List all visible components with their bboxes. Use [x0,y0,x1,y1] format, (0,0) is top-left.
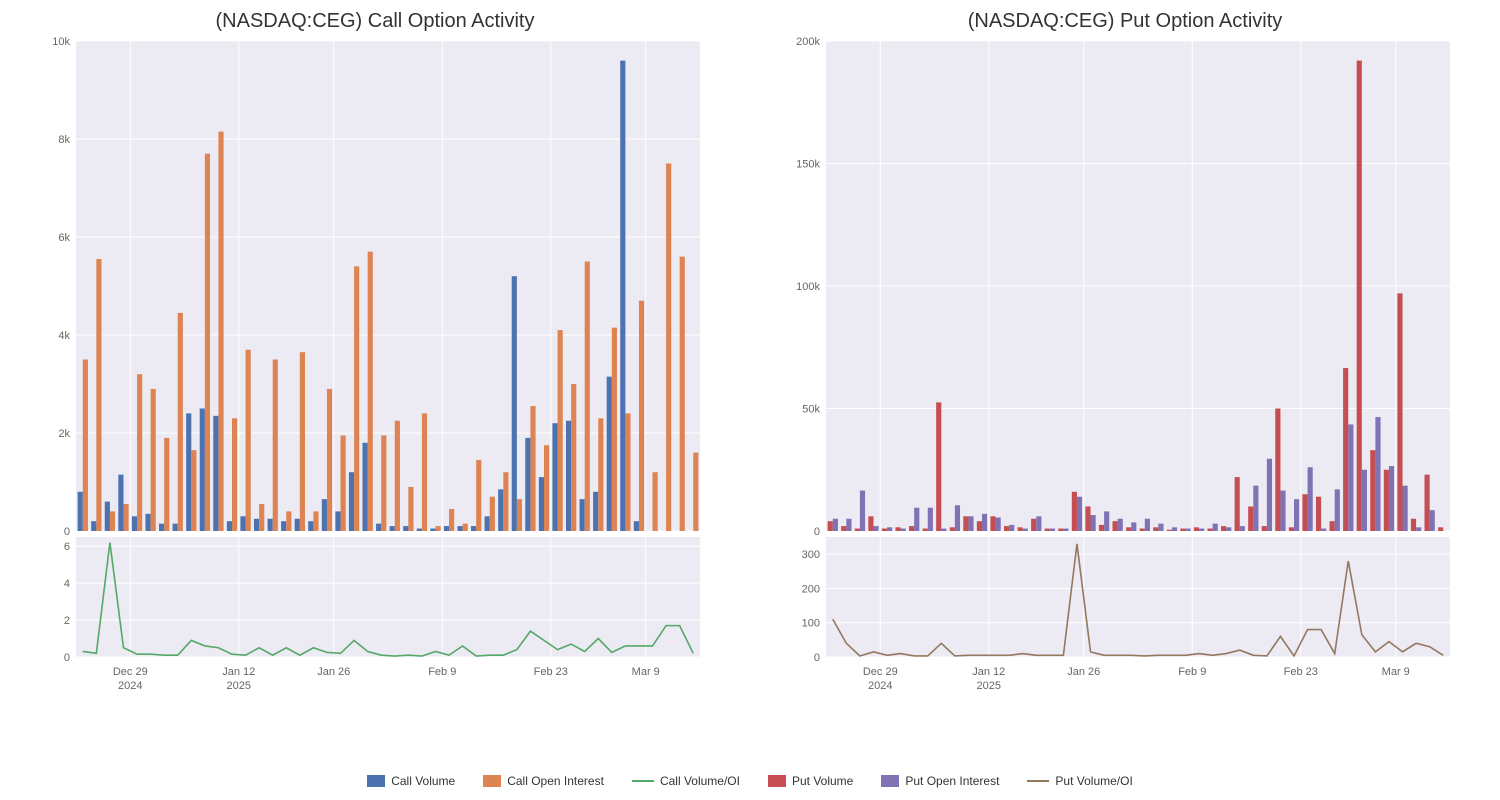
svg-text:Feb 23: Feb 23 [534,666,568,678]
svg-text:6k: 6k [58,232,70,244]
put-chart: 0 50k 100k 150k 200k 0 100 200 300 Dec 29 2024 Jan … [770,37,1460,727]
svg-text:Jan 26: Jan 26 [317,666,350,678]
svg-text:Dec 29: Dec 29 [113,666,148,678]
legend-swatch-rect [483,775,501,787]
legend-swatch-rect [367,775,385,787]
svg-text:4k: 4k [58,330,70,342]
svg-text:100k: 100k [796,281,820,293]
svg-text:50k: 50k [802,404,820,416]
legend-label: Put Volume/OI [1055,774,1132,788]
svg-text:2k: 2k [58,428,70,440]
svg-text:Jan 12: Jan 12 [222,666,255,678]
svg-text:2: 2 [64,615,70,627]
call-title: (NASDAQ:CEG) Call Option Activity [20,10,730,33]
svg-text:150k: 150k [796,159,820,171]
svg-text:300: 300 [802,549,820,561]
put-panel: (NASDAQ:CEG) Put Option Activity 0 50k 100… [770,10,1480,764]
legend-label: Put Volume [792,774,853,788]
svg-text:200k: 200k [796,37,820,48]
legend-item: Put Volume/OI [1027,774,1132,788]
legend-label: Put Open Interest [905,774,999,788]
call-panel: (NASDAQ:CEG) Call Option Activity 0 2k 4k 6… [20,10,730,764]
legend-item: Call Open Interest [483,774,604,788]
svg-text:2024: 2024 [868,680,892,692]
svg-text:Feb 23: Feb 23 [1284,666,1318,678]
legend-swatch-line [1027,780,1049,782]
svg-text:0: 0 [64,652,70,664]
svg-text:Jan 26: Jan 26 [1067,666,1100,678]
svg-text:2025: 2025 [227,680,251,692]
svg-text:Mar 9: Mar 9 [632,666,660,678]
legend-item: Put Open Interest [881,774,999,788]
legend-swatch-rect [881,775,899,787]
dashboard: (NASDAQ:CEG) Call Option Activity 0 2k 4k 6… [0,0,1500,800]
svg-text:4: 4 [64,578,70,590]
legend: Call Volume Call Open Interest Call Volume… [0,764,1500,800]
svg-text:Feb 9: Feb 9 [1178,666,1206,678]
legend-label: Call Volume [391,774,455,788]
legend-swatch-rect [768,775,786,787]
svg-text:Jan 12: Jan 12 [972,666,1005,678]
call-chart: 0 2k 4k 6k 8k 10k 0 2 4 6 Dec 29 2024 Jan 12 2025 Jan … [20,37,710,727]
put-title: (NASDAQ:CEG) Put Option Activity [770,10,1480,33]
legend-label: Call Volume/OI [660,774,740,788]
svg-text:8k: 8k [58,134,70,146]
svg-text:6: 6 [64,541,70,553]
legend-item: Call Volume/OI [632,774,740,788]
svg-text:100: 100 [802,618,820,630]
svg-text:Feb 9: Feb 9 [428,666,456,678]
svg-text:0: 0 [64,526,70,538]
svg-text:2024: 2024 [118,680,142,692]
svg-text:Dec 29: Dec 29 [863,666,898,678]
svg-text:0: 0 [814,526,820,538]
svg-text:Mar 9: Mar 9 [1382,666,1410,678]
legend-label: Call Open Interest [507,774,604,788]
legend-swatch-line [632,780,654,782]
svg-text:10k: 10k [52,37,70,48]
charts-row: (NASDAQ:CEG) Call Option Activity 0 2k 4k 6… [0,0,1500,764]
legend-item: Call Volume [367,774,455,788]
legend-item: Put Volume [768,774,853,788]
svg-text:0: 0 [814,652,820,664]
svg-text:2025: 2025 [977,680,1001,692]
svg-text:200: 200 [802,583,820,595]
